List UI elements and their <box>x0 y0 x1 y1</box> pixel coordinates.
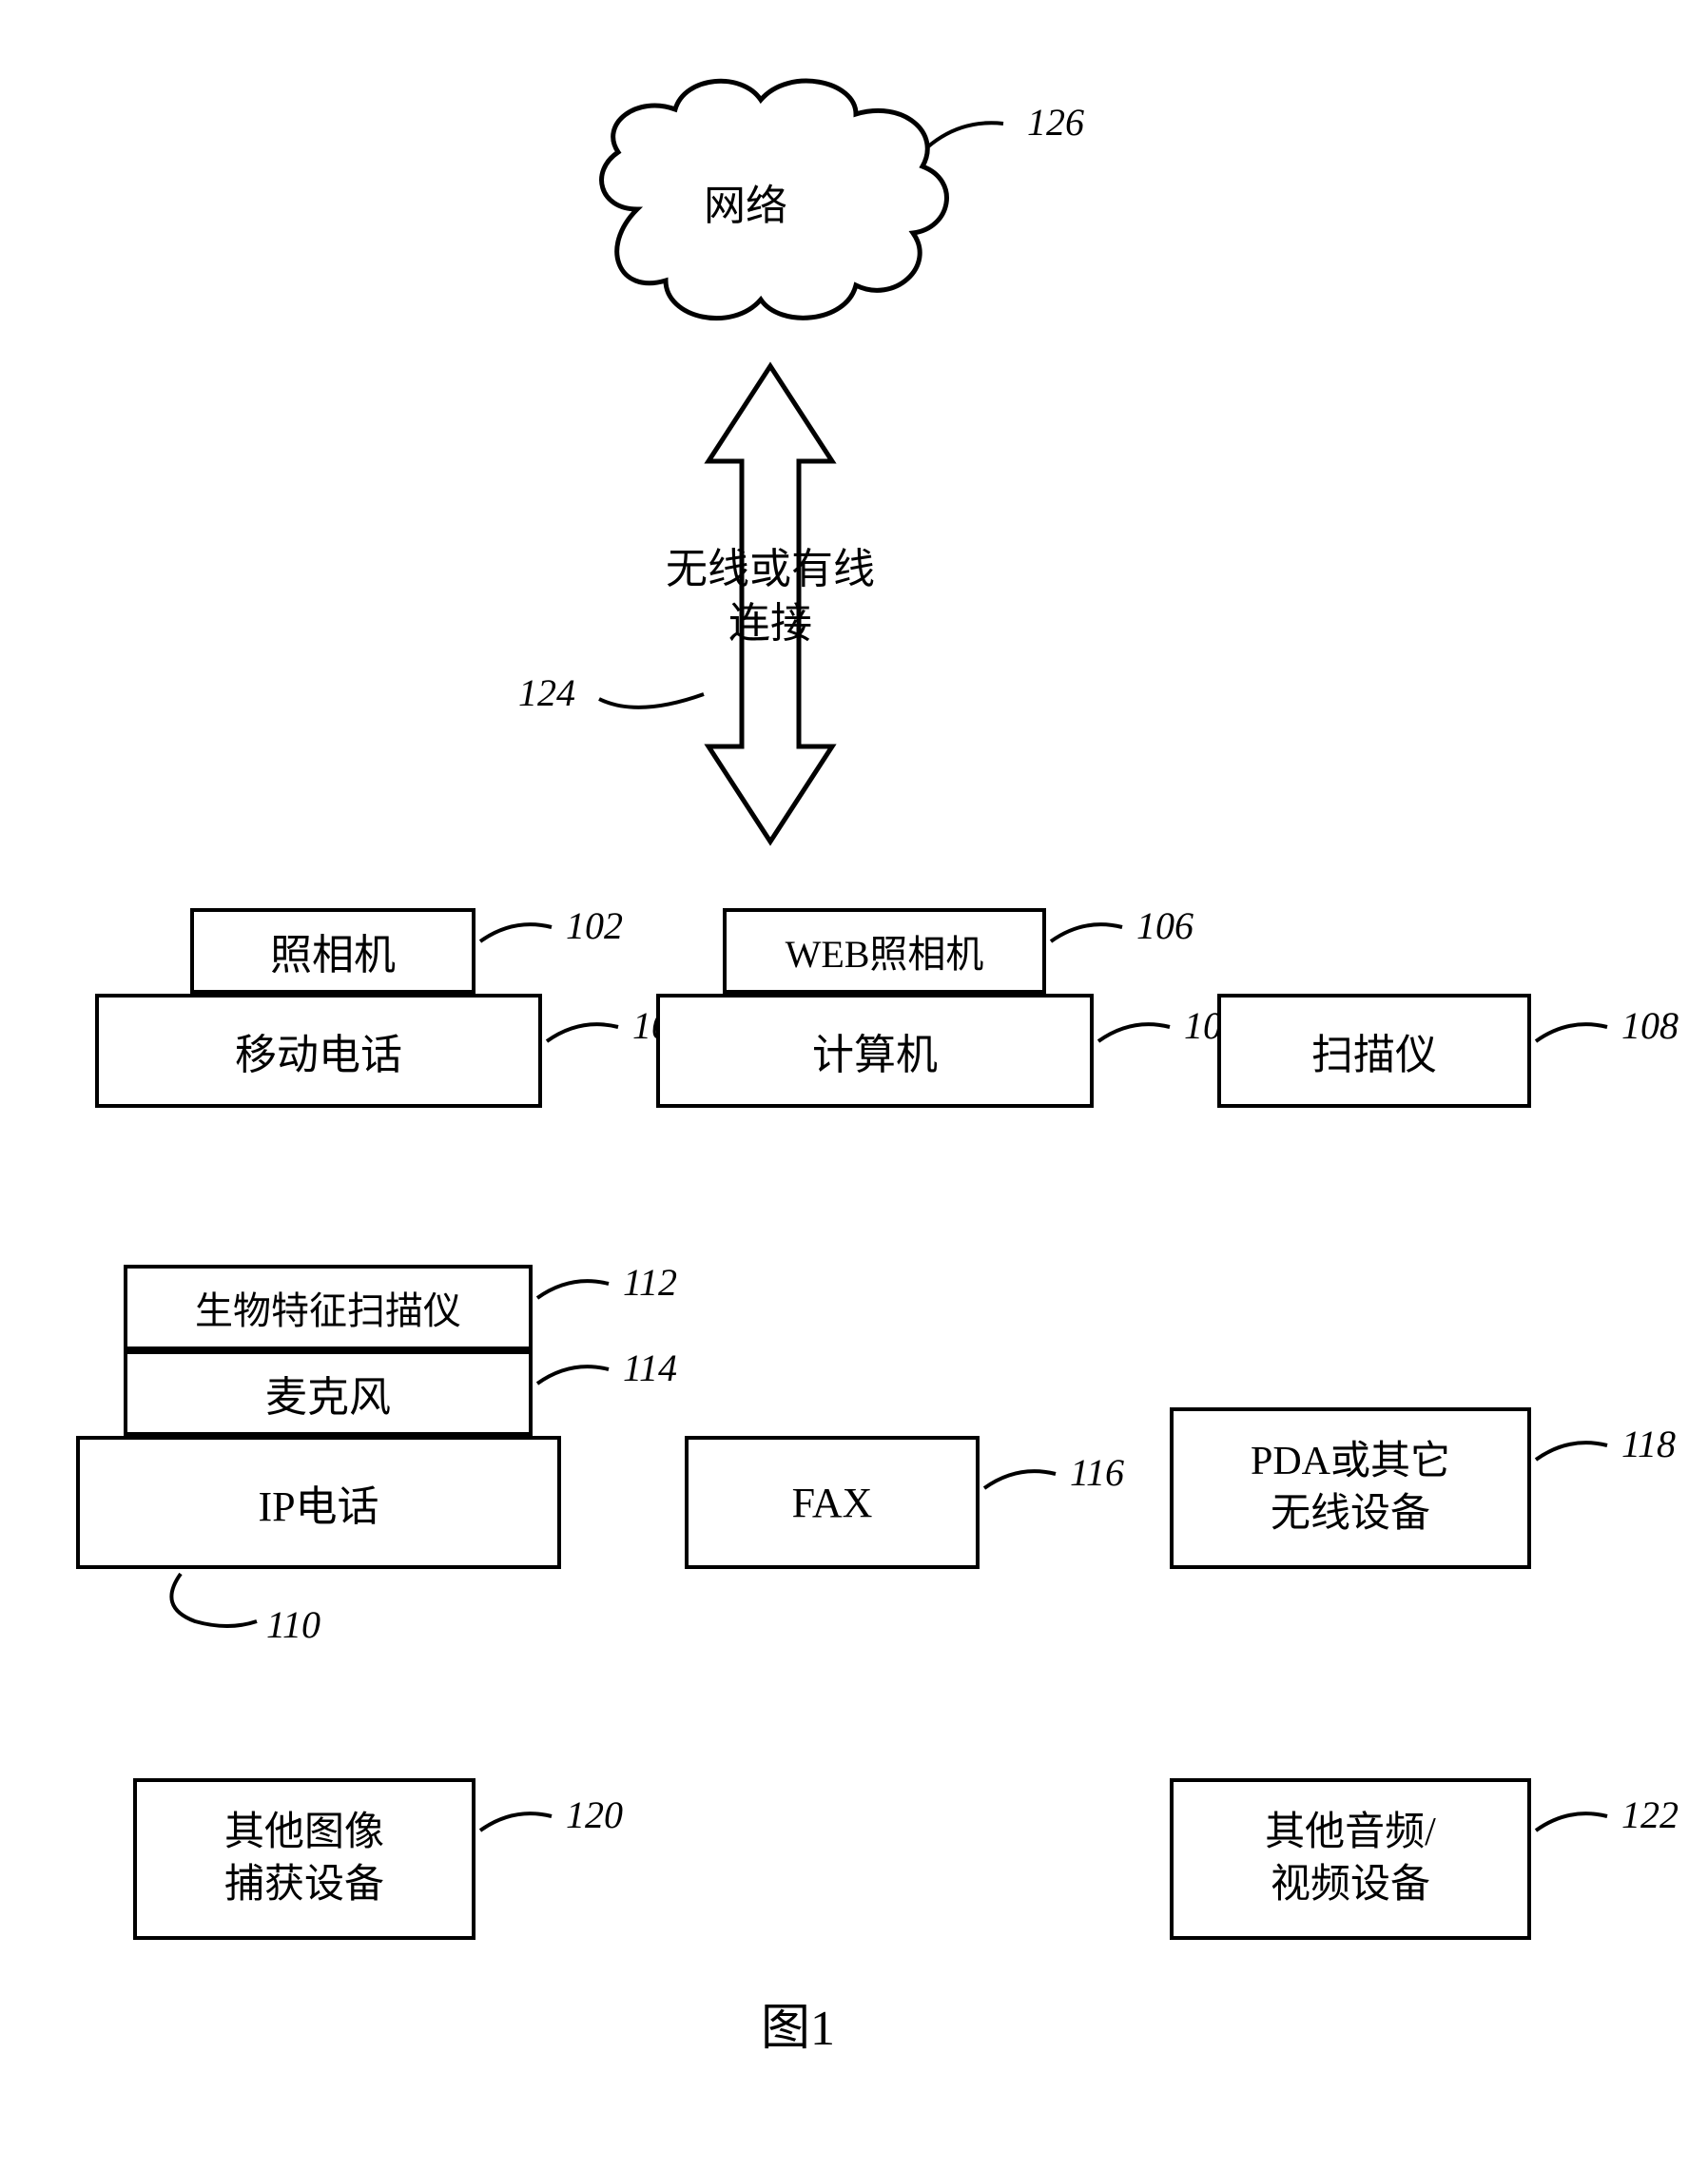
ref-118: 118 <box>1621 1422 1676 1466</box>
figure-title: 图1 <box>761 1987 835 2059</box>
box-mic: 麦克风 <box>124 1350 533 1436</box>
ref-126: 126 <box>1027 100 1084 145</box>
ref-124: 124 <box>518 670 575 715</box>
arrow-label: 无线或有线 连接 <box>609 542 932 650</box>
bio-text: 生物特征扫描仪 <box>195 1280 461 1335</box>
leader-124 <box>590 666 713 723</box>
box-camera: 照相机 <box>190 908 476 994</box>
cloud-label: 网络 <box>704 171 787 232</box>
box-bio-scanner: 生物特征扫描仪 <box>124 1265 533 1350</box>
box-ip-phone: IP电话 <box>76 1436 561 1569</box>
webcam-text: WEB照相机 <box>786 923 984 978</box>
box-scanner: 扫描仪 <box>1217 994 1531 1108</box>
leader-104 <box>1094 1008 1189 1056</box>
cloud-text: 网络 <box>704 183 787 229</box>
box-other-av: 其他音频/ 视频设备 <box>1170 1778 1531 1940</box>
computer-text: 计算机 <box>812 1020 938 1081</box>
leader-100 <box>542 1008 637 1056</box>
box-fax: FAX <box>685 1436 980 1569</box>
leader-102 <box>476 908 571 956</box>
ref-102: 102 <box>566 903 623 948</box>
ref-112: 112 <box>623 1260 677 1305</box>
leader-114 <box>533 1350 628 1398</box>
leader-122 <box>1531 1797 1626 1845</box>
box-other-img: 其他图像 捕获设备 <box>133 1778 476 1940</box>
box-webcam: WEB照相机 <box>723 908 1046 994</box>
mic-text: 麦克风 <box>265 1363 391 1424</box>
scanner-text: 扫描仪 <box>1311 1020 1437 1081</box>
leader-118 <box>1531 1426 1626 1474</box>
mobile-text: 移动电话 <box>235 1020 402 1081</box>
otherimg-text-1: 其他图像 <box>224 1807 384 1859</box>
fax-text: FAX <box>792 1479 873 1527</box>
ref-106: 106 <box>1136 903 1194 948</box>
ipphone-text: IP电话 <box>258 1472 378 1533</box>
box-pda: PDA或其它 无线设备 <box>1170 1407 1531 1569</box>
pda-text-2: 无线设备 <box>1271 1488 1430 1540</box>
ref-116: 116 <box>1070 1450 1124 1495</box>
ref-122: 122 <box>1621 1792 1679 1837</box>
camera-text: 照相机 <box>270 920 396 981</box>
otherav-text-2: 视频设备 <box>1271 1859 1430 1911</box>
ref-108: 108 <box>1621 1003 1679 1048</box>
ref-120: 120 <box>566 1792 623 1837</box>
leader-108 <box>1531 1008 1626 1056</box>
leader-126 <box>922 105 1037 162</box>
leader-106 <box>1046 908 1141 956</box>
pda-text-1: PDA或其它 <box>1251 1436 1450 1488</box>
leader-112 <box>533 1265 628 1312</box>
box-computer: 计算机 <box>656 994 1094 1108</box>
arrow-text-2: 连接 <box>609 596 932 650</box>
box-mobile: 移动电话 <box>95 994 542 1108</box>
otherimg-text-2: 捕获设备 <box>224 1859 384 1911</box>
arrow-text-1: 无线或有线 <box>609 542 932 596</box>
leader-110 <box>152 1569 266 1636</box>
otherav-text-1: 其他音频/ <box>1265 1807 1436 1859</box>
leader-116 <box>980 1455 1075 1502</box>
ref-110: 110 <box>266 1602 320 1647</box>
ref-114: 114 <box>623 1346 677 1390</box>
leader-120 <box>476 1797 571 1845</box>
